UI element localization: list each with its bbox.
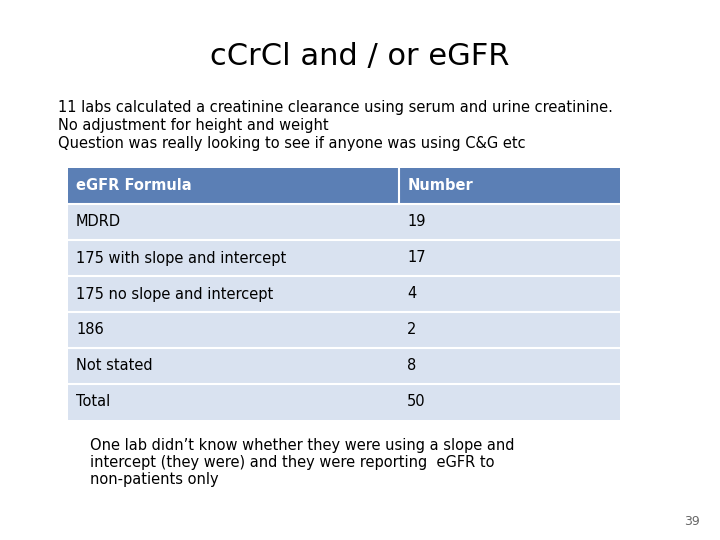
Bar [68, 312, 620, 348]
Text: eGFR Formula: eGFR Formula [76, 179, 192, 193]
Text: MDRD: MDRD [76, 214, 121, 230]
Bar [68, 204, 620, 240]
Bar [68, 240, 620, 276]
Text: 50: 50 [408, 395, 426, 409]
Text: One lab didn’t know whether they were using a slope and: One lab didn’t know whether they were us… [90, 438, 515, 453]
Text: 186: 186 [76, 322, 104, 338]
Text: 175 no slope and intercept: 175 no slope and intercept [76, 287, 274, 301]
Text: 2: 2 [408, 322, 417, 338]
Bar [68, 384, 620, 420]
Text: 4: 4 [408, 287, 416, 301]
Text: Total: Total [76, 395, 110, 409]
Text: 17: 17 [408, 251, 426, 266]
Bar [68, 276, 620, 312]
Text: intercept (they were) and they were reporting  eGFR to: intercept (they were) and they were repo… [90, 455, 495, 470]
Text: 175 with slope and intercept: 175 with slope and intercept [76, 251, 287, 266]
Text: 19: 19 [408, 214, 426, 230]
Text: Not stated: Not stated [76, 359, 153, 374]
Text: Number: Number [408, 179, 473, 193]
Text: cCrCl and / or eGFR: cCrCl and / or eGFR [210, 42, 510, 71]
Text: Question was really looking to see if anyone was using C&G etc: Question was really looking to see if an… [58, 136, 526, 151]
Text: No adjustment for height and weight: No adjustment for height and weight [58, 118, 328, 133]
Text: 8: 8 [408, 359, 416, 374]
Text: 39: 39 [684, 515, 700, 528]
Text: non-patients only: non-patients only [90, 472, 219, 487]
Bar [68, 348, 620, 384]
Text: 11 labs calculated a creatinine clearance using serum and urine creatinine.: 11 labs calculated a creatinine clearanc… [58, 100, 613, 115]
Bar [68, 168, 620, 204]
